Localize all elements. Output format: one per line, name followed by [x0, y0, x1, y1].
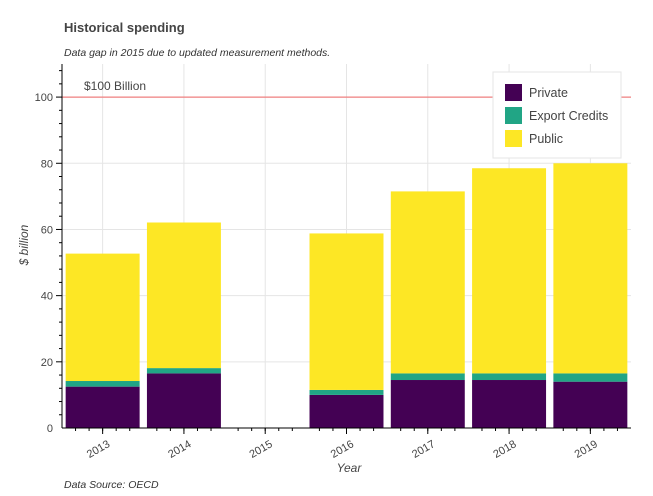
bar-private-2013: [65, 386, 140, 428]
legend-label: Private: [529, 86, 568, 100]
y-tick-label: 60: [41, 224, 53, 236]
legend: Private Export Credits Public: [492, 71, 622, 159]
data-source: Data Source: OECD: [64, 479, 159, 491]
bar-export-credits-2019: [553, 373, 628, 382]
bar-public-2013: [65, 253, 140, 382]
bar-public-2019: [553, 163, 628, 374]
x-tick-label: 2013: [85, 438, 112, 461]
bar-public-2014: [146, 222, 221, 369]
legend-swatch-export-credits: [505, 107, 522, 124]
bar-private-2019: [553, 381, 628, 428]
reference-line-label: $100 Billion: [84, 79, 146, 93]
bar-export-credits-2018: [472, 373, 547, 381]
y-tick-label: 100: [35, 92, 53, 104]
bar-public-2016: [309, 233, 384, 390]
bar-public-2018: [472, 168, 547, 374]
legend-swatch-private: [505, 84, 522, 101]
legend-swatch-public: [505, 130, 522, 147]
x-tick-label: 2016: [329, 438, 356, 461]
bar-public-2017: [390, 191, 465, 374]
bar-export-credits-2014: [146, 368, 221, 374]
x-axis-label: Year: [337, 461, 363, 475]
x-tick-label: 2017: [410, 438, 437, 461]
x-tick-label: 2015: [248, 438, 275, 461]
y-tick-label: 80: [41, 158, 53, 170]
y-tick-label: 40: [41, 291, 53, 303]
chart-title: Historical spending: [64, 20, 185, 35]
x-tick-label: 2019: [573, 438, 600, 461]
legend-label: Public: [529, 132, 563, 146]
bar-private-2016: [309, 394, 384, 428]
y-tick-label: 20: [41, 357, 53, 369]
bar-private-2017: [390, 380, 465, 428]
chart-subtitle: Data gap in 2015 due to updated measurem…: [64, 47, 330, 59]
bars: [65, 163, 628, 428]
bar-export-credits-2016: [309, 389, 384, 395]
y-axis-label: $ billion: [17, 224, 31, 266]
bar-export-credits-2017: [390, 373, 465, 381]
x-tick-label: 2014: [166, 438, 193, 461]
bar-private-2014: [146, 373, 221, 428]
y-tick-label: 0: [47, 423, 53, 435]
bar-private-2018: [472, 380, 547, 428]
bar-export-credits-2013: [65, 381, 140, 387]
x-tick-label: 2018: [491, 438, 518, 461]
legend-label: Export Credits: [529, 109, 608, 123]
